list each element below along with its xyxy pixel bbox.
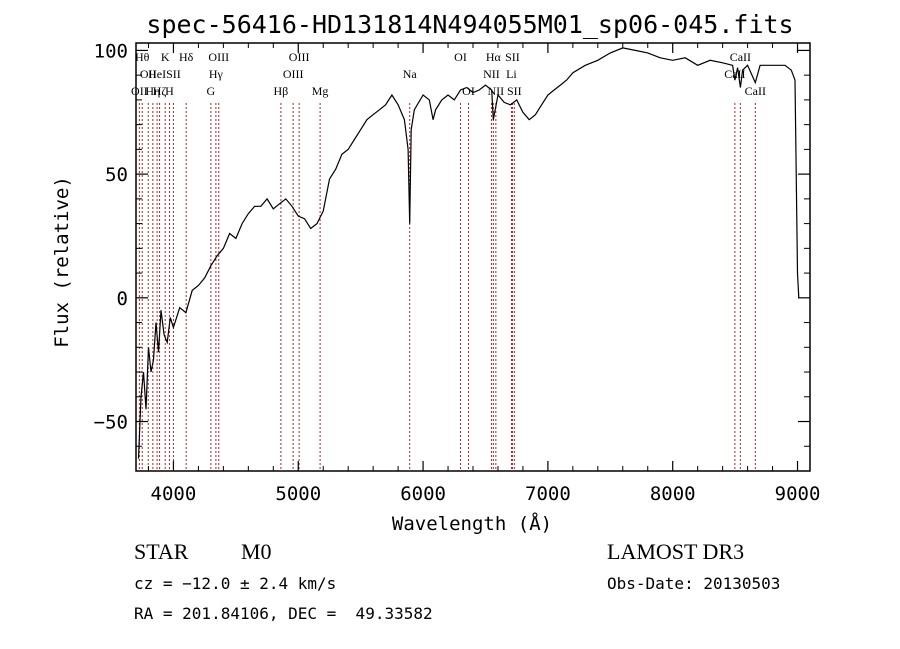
line-marker-label-14: OIII	[283, 67, 304, 81]
plot-frame	[135, 42, 811, 472]
line-marker-label-22: NII	[488, 84, 505, 98]
line-marker-label-13: Hβ	[274, 84, 289, 98]
line-marker-label-16: Mg	[312, 84, 329, 98]
line-marker-label-12: OIII	[208, 50, 229, 64]
line-marker-label-28: CaII	[745, 84, 766, 98]
spectrum-line	[137, 47, 800, 459]
line-marker-label-3: Hη	[145, 84, 160, 98]
object-type: STAR	[134, 539, 189, 564]
line-marker-label-9: Hδ	[179, 50, 194, 64]
y-axis-ticks: −50 0 50 100	[94, 40, 810, 447]
line-marker-label-11: Hγ	[209, 67, 224, 81]
line-marker-label-2: OII	[140, 67, 157, 81]
line-marker-label-24: SII	[505, 50, 520, 64]
subclass: M0	[241, 539, 272, 564]
line-marker-label-18: OI	[454, 50, 467, 64]
survey-name: LAMOST DR3	[607, 539, 745, 564]
line-marker-label-21: Hα	[486, 50, 502, 64]
chart-title: spec-56416-HD131814N494055M01_sp06-045.f…	[146, 10, 793, 39]
x-axis-ticks: 4000 5000 6000 7000 8000 9000	[147, 43, 821, 505]
line-marker-labels: OIIHθOIIHηHeIHζKHSIIHδGHγOIIIHβOIIIOIIIM…	[131, 50, 766, 98]
x-axis-label: Wavelength (Å)	[392, 512, 552, 535]
line-markers	[138, 103, 756, 471]
redshift-text: cz = −12.0 ± 2.4 km/s	[134, 574, 337, 593]
line-marker-label-25: SII	[507, 84, 522, 98]
y-axis-label: Flux (relative)	[51, 176, 73, 348]
line-marker-label-6: K	[161, 50, 170, 64]
obs-date-text: Obs-Date: 20130503	[607, 574, 781, 593]
x-tick-label-5000: 5000	[275, 483, 321, 505]
line-marker-label-27: CaII	[730, 50, 751, 64]
x-tick-label-8000: 8000	[650, 483, 696, 505]
line-marker-label-4: HeI	[148, 67, 166, 81]
y-tick-label-100: 100	[94, 40, 128, 62]
y-tick-label--50: −50	[94, 412, 128, 434]
line-marker-label-17: Na	[403, 67, 418, 81]
x-tick-label-6000: 6000	[400, 483, 446, 505]
x-tick-label-9000: 9000	[775, 483, 821, 505]
y-tick-label-0: 0	[117, 288, 128, 310]
line-marker-label-23: Li	[506, 67, 517, 81]
x-tick-label-4000: 4000	[151, 483, 197, 505]
y-tick-label-50: 50	[105, 164, 128, 186]
line-marker-label-8: SII	[166, 67, 181, 81]
line-marker-label-7: H	[165, 84, 174, 98]
line-marker-label-10: G	[207, 84, 216, 98]
coordinates-text: RA = 201.84106, DEC = 49.33582	[134, 604, 433, 623]
line-marker-label-1: Hθ	[135, 50, 150, 64]
line-marker-label-5: Hζ	[153, 84, 167, 98]
line-marker-label-15: OIII	[289, 50, 310, 64]
line-marker-label-0: OII	[131, 84, 148, 98]
line-marker-label-19: OI	[462, 84, 475, 98]
line-marker-label-26: CaII	[724, 67, 745, 81]
x-tick-label-7000: 7000	[525, 483, 571, 505]
line-marker-label-20: NII	[483, 67, 500, 81]
